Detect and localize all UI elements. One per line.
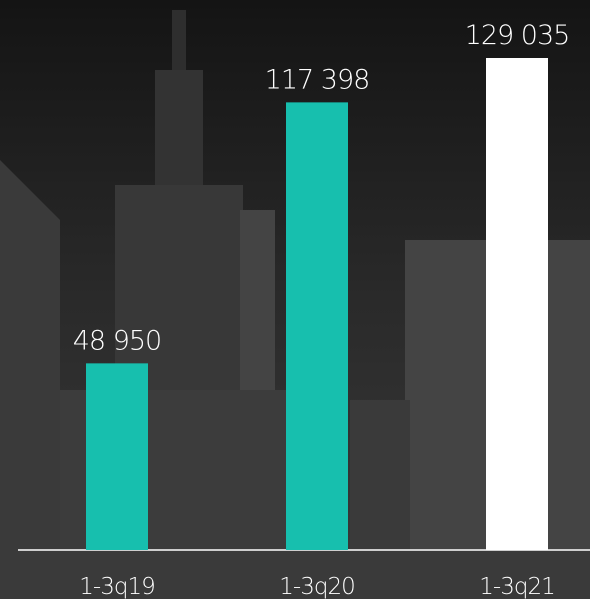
bar: [286, 102, 348, 550]
x-tick-label: 1-3q20: [279, 574, 354, 599]
value-label: 48 950: [73, 325, 161, 356]
chart: 48 950 1-3q19 117 398 1-3q20 129 035 1-3q21: [0, 0, 590, 599]
bar: [486, 58, 548, 550]
bar: [86, 363, 148, 550]
x-tick-label: 1-3q19: [79, 574, 154, 599]
x-tick-label: 1-3q21: [479, 574, 554, 599]
value-label: 117 398: [265, 64, 370, 95]
value-label: 129 035: [465, 20, 570, 51]
